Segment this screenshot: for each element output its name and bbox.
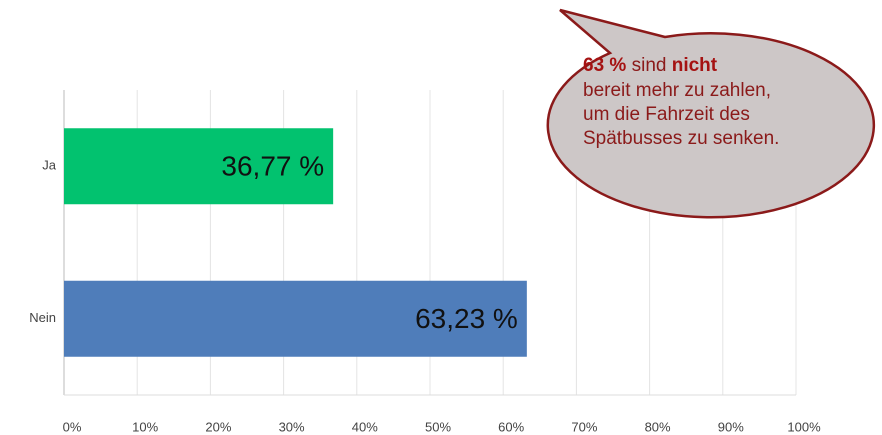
x-tick-label: 90%: [718, 419, 744, 434]
x-tick-label: 30%: [279, 419, 305, 434]
callout-line: bereit mehr zu zahlen,: [583, 80, 771, 101]
y-tick-label: Nein: [29, 310, 56, 325]
callout-highlight: nicht: [672, 55, 718, 76]
callout-line: Spätbusses zu senken.: [583, 128, 779, 149]
x-tick-label: 100%: [787, 419, 821, 434]
bar: [64, 128, 334, 205]
callout-highlight: 63 %: [583, 55, 626, 76]
x-tick-label: 70%: [571, 419, 597, 434]
x-tick-label: 50%: [425, 419, 451, 434]
x-tick-label: 40%: [352, 419, 378, 434]
bar: [64, 280, 527, 357]
x-tick-label: 80%: [645, 419, 671, 434]
callout-line: um die Fahrzeit des: [583, 104, 750, 125]
x-tick-label: 60%: [498, 419, 524, 434]
x-tick-label: 20%: [205, 419, 231, 434]
callout-line: 63 % sind nicht: [583, 55, 718, 76]
value-label: 36,77 %: [221, 151, 324, 182]
y-tick-label: Ja: [42, 158, 57, 173]
value-label: 63,23 %: [415, 303, 518, 334]
callout-bubble: [546, 8, 876, 219]
callout-text: sind: [626, 55, 671, 76]
x-tick-label: 0%: [63, 419, 82, 434]
x-tick-label: 10%: [132, 419, 158, 434]
